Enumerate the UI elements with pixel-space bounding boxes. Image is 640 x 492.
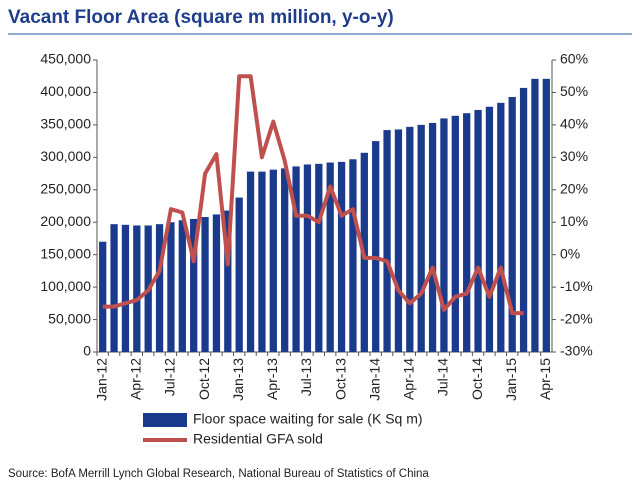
bar (315, 163, 323, 352)
bar (474, 109, 482, 352)
bar (99, 241, 107, 352)
y2-tick-label: 30% (560, 148, 588, 164)
bar (258, 171, 266, 352)
y-tick-label: 200,000 (40, 213, 91, 229)
bar (440, 118, 448, 353)
bar (281, 168, 289, 352)
legend-swatch (143, 413, 187, 427)
y-tick-label: 50,000 (48, 310, 91, 326)
bar (201, 217, 209, 352)
bar (303, 164, 312, 352)
y-tick-label: 150,000 (40, 245, 91, 261)
x-tick-label: Apr-14 (401, 358, 417, 400)
bar (519, 87, 528, 352)
x-tick-label: Jul-12 (162, 358, 178, 396)
y2-tick-label: -30% (560, 343, 593, 359)
bar (121, 224, 130, 352)
bar (326, 162, 334, 352)
x-tick-label: Jul-14 (435, 358, 451, 396)
y-tick-label: 450,000 (40, 51, 91, 67)
bar (110, 224, 118, 352)
y2-tick-label: 40% (560, 116, 588, 132)
x-tick-label: Oct-13 (332, 358, 348, 400)
bar (337, 161, 346, 352)
legend-label: Floor space waiting for sale (K Sq m) (193, 411, 423, 427)
bar (246, 171, 255, 352)
bar (224, 210, 232, 352)
bar (167, 222, 175, 352)
y-tick-label: 250,000 (40, 180, 91, 196)
bar (190, 218, 198, 352)
y2-tick-label: -20% (560, 310, 593, 326)
bar (178, 220, 186, 352)
y-tick-label: 300,000 (40, 148, 91, 164)
bar (394, 129, 403, 352)
bar (155, 224, 164, 352)
x-tick-label: Apr-12 (128, 358, 144, 400)
x-tick-label: Jan-15 (503, 358, 519, 401)
bar (417, 124, 425, 352)
y-tick-label: 0 (83, 343, 91, 359)
y2-tick-label: -10% (560, 278, 593, 294)
bar (428, 122, 437, 352)
bar (372, 141, 380, 352)
x-tick-label: Oct-12 (196, 358, 212, 400)
chart-title: Vacant Floor Area (square m million, y-o… (8, 7, 394, 28)
y-tick-label: 350,000 (40, 116, 91, 132)
y2-tick-label: 50% (560, 83, 588, 99)
bar (406, 126, 414, 352)
y-tick-label: 400,000 (40, 83, 91, 99)
bar (451, 115, 459, 352)
bar (463, 113, 471, 352)
bar (531, 78, 539, 352)
bar (133, 225, 141, 352)
bar (235, 197, 243, 352)
bar (542, 78, 550, 352)
line (102, 74, 524, 316)
x-tick-label: Jan-13 (230, 358, 246, 401)
x-tick-label: Jan-12 (93, 358, 109, 401)
x-tick-label: Apr-15 (537, 358, 553, 400)
source: Source: BofA Merrill Lynch Global Resear… (8, 468, 429, 480)
bar (508, 96, 516, 352)
x-tick-label: Apr-13 (264, 358, 280, 400)
bar (212, 214, 221, 352)
bar (269, 169, 277, 352)
bar (292, 166, 300, 352)
y-tick-label: 100,000 (40, 278, 91, 294)
x-tick-label: Jul-13 (298, 358, 314, 396)
bar (383, 130, 391, 352)
bar (485, 106, 494, 352)
x-tick-label: Jan-14 (366, 358, 382, 401)
legend-label: Residential GFA sold (193, 431, 323, 447)
bar (497, 102, 505, 353)
y2-tick-label: 60% (560, 51, 588, 67)
y2-tick-label: 20% (560, 180, 588, 196)
bar (349, 159, 357, 352)
x-tick-label: Oct-14 (469, 358, 485, 400)
y2-tick-label: 0% (560, 245, 580, 261)
y2-tick-label: 10% (560, 213, 588, 229)
